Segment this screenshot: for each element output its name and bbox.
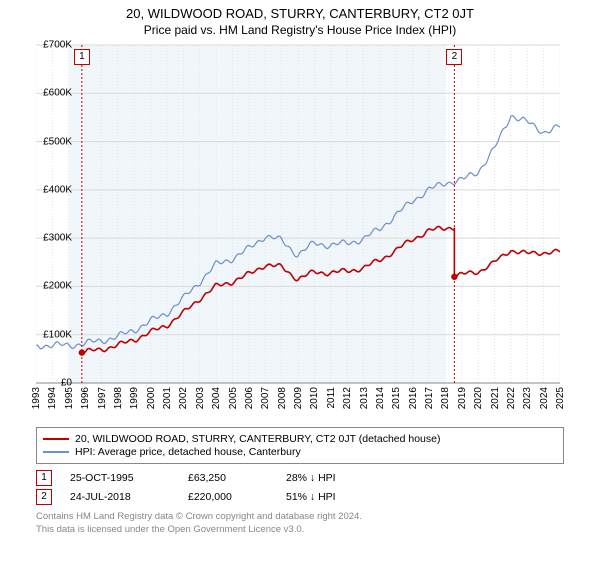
x-tick-label: 2016 — [408, 387, 419, 409]
x-tick-label: 1998 — [113, 387, 124, 409]
chart-title: 20, WILDWOOD ROAD, STURRY, CANTERBURY, C… — [0, 6, 600, 21]
x-tick-label: 2004 — [211, 387, 222, 409]
x-tick-label: 1994 — [47, 387, 58, 409]
x-tick-label: 2020 — [473, 387, 484, 409]
y-tick-label: £600K — [43, 88, 72, 99]
event-row-2: 2 24-JUL-2018 £220,000 51% ↓ HPI — [36, 489, 564, 505]
x-tick-label: 2006 — [244, 387, 255, 409]
x-tick-label: 1997 — [97, 387, 108, 409]
chart-area: 1993199419951996199719981999200020012002… — [36, 43, 596, 423]
event-price-1: £63,250 — [188, 472, 268, 484]
event-note-1: 28% ↓ HPI — [286, 472, 336, 484]
x-tick-label: 2008 — [277, 387, 288, 409]
footer-line-2: This data is licensed under the Open Gov… — [36, 524, 564, 537]
x-tick-label: 2007 — [260, 387, 271, 409]
legend: 20, WILDWOOD ROAD, STURRY, CANTERBURY, C… — [36, 427, 564, 464]
x-tick-label: 2011 — [326, 387, 337, 409]
x-tick-label: 2003 — [195, 387, 206, 409]
x-tick-label: 2015 — [391, 387, 402, 409]
x-tick-label: 2018 — [440, 387, 451, 409]
chart-marker-1: 1 — [74, 49, 90, 65]
legend-row-hpi: HPI: Average price, detached house, Cant… — [43, 446, 557, 458]
event-marker-1: 1 — [36, 470, 52, 486]
x-tick-label: 2014 — [375, 387, 386, 409]
x-tick-label: 2017 — [424, 387, 435, 409]
x-tick-label: 2010 — [309, 387, 320, 409]
x-tick-label: 2019 — [457, 387, 468, 409]
event-row-1: 1 25-OCT-1995 £63,250 28% ↓ HPI — [36, 470, 564, 486]
event-marker-2: 2 — [36, 489, 52, 505]
event-price-2: £220,000 — [188, 491, 268, 503]
legend-row-price-paid: 20, WILDWOOD ROAD, STURRY, CANTERBURY, C… — [43, 433, 557, 445]
x-tick-label: 2023 — [522, 387, 533, 409]
footer-line-1: Contains HM Land Registry data © Crown c… — [36, 511, 564, 524]
x-tick-label: 2000 — [146, 387, 157, 409]
x-tick-label: 2025 — [555, 387, 566, 409]
y-tick-label: £400K — [43, 184, 72, 195]
legend-label-hpi: HPI: Average price, detached house, Cant… — [75, 446, 301, 458]
x-tick-label: 1999 — [129, 387, 140, 409]
x-tick-label: 2001 — [162, 387, 173, 409]
y-tick-label: £100K — [43, 329, 72, 340]
x-tick-label: 2009 — [293, 387, 304, 409]
y-tick-label: £300K — [43, 233, 72, 244]
x-tick-label: 1995 — [64, 387, 75, 409]
event-date-2: 24-JUL-2018 — [70, 491, 170, 503]
x-tick-label: 1996 — [80, 387, 91, 409]
x-tick-label: 2005 — [228, 387, 239, 409]
x-tick-label: 1993 — [31, 387, 42, 409]
event-note-2: 51% ↓ HPI — [286, 491, 336, 503]
legend-label-price-paid: 20, WILDWOOD ROAD, STURRY, CANTERBURY, C… — [75, 433, 440, 445]
y-tick-label: £200K — [43, 281, 72, 292]
x-tick-label: 2021 — [490, 387, 501, 409]
chart-marker-2: 2 — [446, 49, 462, 65]
y-tick-label: £700K — [43, 40, 72, 51]
chart-subtitle: Price paid vs. HM Land Registry's House … — [0, 23, 600, 37]
x-tick-label: 2024 — [539, 387, 550, 409]
legend-swatch-hpi — [43, 451, 69, 453]
y-tick-label: £0 — [61, 378, 72, 389]
footer: Contains HM Land Registry data © Crown c… — [36, 511, 564, 537]
chart-svg — [36, 43, 560, 403]
events-table: 1 25-OCT-1995 £63,250 28% ↓ HPI 2 24-JUL… — [36, 470, 564, 505]
chart-container: 20, WILDWOOD ROAD, STURRY, CANTERBURY, C… — [0, 6, 600, 566]
event-date-1: 25-OCT-1995 — [70, 472, 170, 484]
legend-swatch-price-paid — [43, 438, 69, 440]
x-tick-label: 2002 — [178, 387, 189, 409]
x-tick-label: 2012 — [342, 387, 353, 409]
x-tick-label: 2022 — [506, 387, 517, 409]
x-tick-label: 2013 — [359, 387, 370, 409]
y-tick-label: £500K — [43, 136, 72, 147]
